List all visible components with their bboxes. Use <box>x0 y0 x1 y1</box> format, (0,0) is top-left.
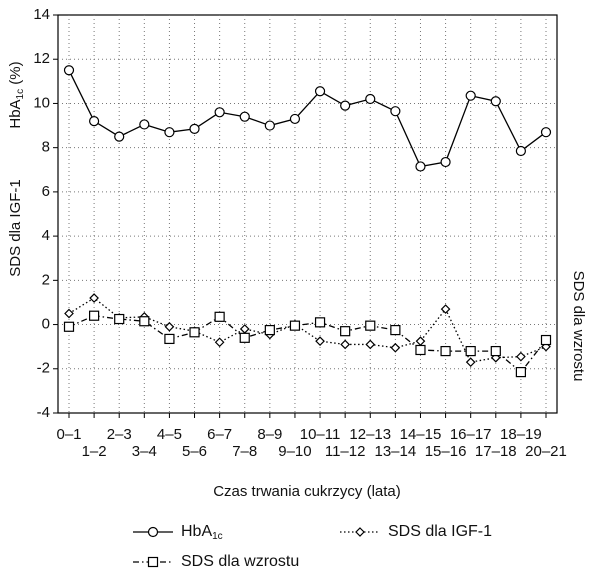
x-tick-label: 10–11 <box>300 426 341 443</box>
x-tick-label: 14–15 <box>400 426 442 443</box>
marker-circle <box>440 156 451 168</box>
y2-axis-label: SDS dla wzrostu <box>570 271 587 382</box>
x-tick-label: 11–12 <box>325 443 366 460</box>
marker-circle <box>314 86 326 97</box>
marker-diamond <box>440 304 451 314</box>
marker-circle <box>239 111 250 122</box>
y-tick-label: 8 <box>42 139 50 156</box>
marker-square <box>89 310 100 321</box>
y-tick-label: 2 <box>42 271 50 288</box>
x-tick-label: 16–17 <box>450 426 492 443</box>
x-tick-label: 18–19 <box>500 426 542 443</box>
y-tick-label: 6 <box>42 183 50 200</box>
marker-square <box>440 345 451 357</box>
y-axis-label-lower: SDS dla IGF-1 <box>7 179 24 277</box>
legend-marker <box>147 526 159 538</box>
marker-circle <box>139 119 150 130</box>
x-tick-label: 17–18 <box>475 443 517 460</box>
marker-square <box>515 366 526 378</box>
plot-frame <box>57 14 558 414</box>
marker-square <box>289 320 301 331</box>
marker-diamond <box>516 351 526 362</box>
marker-square <box>340 326 351 337</box>
marker-square <box>490 345 501 357</box>
marker-circle <box>63 65 75 76</box>
legend-label: HbA1c <box>181 523 223 541</box>
marker-diamond <box>89 293 99 303</box>
marker-circle <box>89 116 100 127</box>
x-tick-label: 8–9 <box>257 426 282 443</box>
marker-square <box>415 344 426 356</box>
marker-circle <box>264 120 275 131</box>
legend-marker <box>147 556 159 568</box>
marker-square <box>264 324 275 336</box>
marker-diamond <box>365 339 376 350</box>
x-tick-label: 1–2 <box>82 443 107 460</box>
marker-circle <box>289 113 301 125</box>
marker-square <box>63 321 75 332</box>
marker-diamond <box>315 336 325 346</box>
marker-diamond <box>415 336 426 346</box>
marker-diamond <box>390 342 401 353</box>
y-tick-label: 10 <box>33 94 50 111</box>
x-tick-label: 5–6 <box>182 443 207 460</box>
y-tick-label: 14 <box>33 6 50 23</box>
x-tick-label: 3–4 <box>132 443 157 460</box>
x-tick-label: 2–3 <box>107 426 132 443</box>
y-tick-label: -2 <box>37 360 50 377</box>
marker-circle <box>490 96 501 107</box>
legend-label: SDS dla wzrostu <box>181 553 299 570</box>
marker-circle <box>114 131 125 142</box>
marker-square <box>139 316 150 327</box>
marker-circle <box>465 90 476 101</box>
y-tick-label: 12 <box>33 50 50 67</box>
x-tick-label: 4–5 <box>157 426 182 443</box>
marker-circle <box>390 106 401 117</box>
legend-label-sub: 1c <box>212 531 223 542</box>
marker-diamond <box>214 337 225 348</box>
y-axis-label: HbA1c (%) <box>7 61 26 128</box>
series-line <box>68 69 547 168</box>
x-tick-label: 12–13 <box>349 426 391 443</box>
x-tick-label: 7–8 <box>232 443 257 460</box>
x-tick-label: 9–10 <box>278 443 311 460</box>
marker-square <box>390 324 401 336</box>
y-tick-label: 0 <box>42 316 50 333</box>
marker-circle <box>515 145 526 157</box>
marker-diamond <box>340 339 351 350</box>
marker-square <box>314 317 326 328</box>
marker-circle <box>164 127 175 138</box>
marker-diamond <box>64 308 74 319</box>
legend-label-part: HbA <box>181 523 212 540</box>
x-tick-label: 20–21 <box>525 443 567 460</box>
marker-circle <box>540 127 552 138</box>
marker-circle <box>340 100 351 111</box>
marker-square <box>214 311 225 322</box>
y-tick-label: 4 <box>42 227 50 244</box>
marker-square <box>365 320 376 331</box>
y-tick-label: -4 <box>37 404 50 421</box>
x-tick-label: 0–1 <box>56 426 81 443</box>
marker-square <box>164 333 175 345</box>
marker-circle <box>365 93 376 105</box>
marker-square <box>465 345 476 357</box>
marker-diamond <box>239 324 250 334</box>
marker-circle <box>415 161 426 172</box>
marker-square <box>239 332 250 343</box>
marker-square <box>114 313 125 325</box>
marker-square <box>540 334 552 346</box>
marker-square <box>189 327 200 338</box>
legend-label: SDS dla IGF-1 <box>388 523 492 540</box>
legend-marker <box>355 527 365 537</box>
x-tick-label: 13–14 <box>375 443 417 460</box>
marker-diamond <box>164 321 175 332</box>
marker-circle <box>189 123 200 134</box>
x-tick-label: 15–16 <box>425 443 467 460</box>
x-tick-label: 6–7 <box>207 426 232 443</box>
marker-circle <box>214 107 225 118</box>
x-axis-label: Czas trwania cukrzycy (lata) <box>213 483 401 500</box>
marker-diamond <box>465 357 476 367</box>
